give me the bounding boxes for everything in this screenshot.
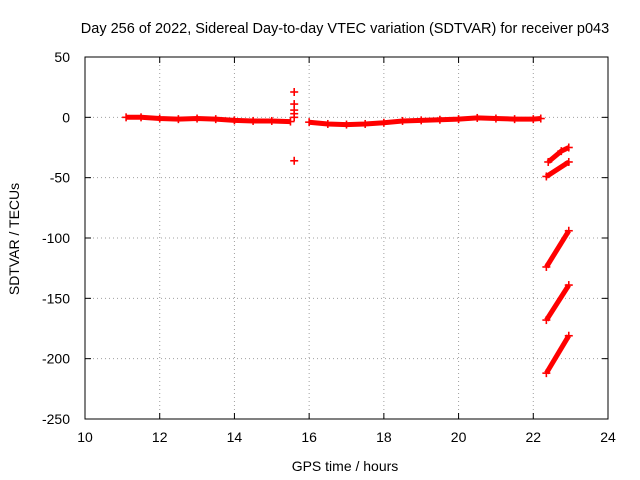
y-axis-label: SDTVAR / TECUs [6, 183, 22, 295]
data-point-main-trace-a-6 [230, 116, 239, 125]
data-point-late-track-5-0 [542, 369, 551, 378]
data-point-main-trace-a-9 [286, 117, 295, 126]
x-tick-label-24: 24 [600, 429, 616, 445]
data-point-main-trace-b-2 [342, 120, 351, 129]
series-band-late-track-3 [544, 229, 571, 269]
data-point-main-trace-b-6 [417, 116, 426, 125]
series-late-track-3 [542, 226, 573, 271]
x-axis-label: GPS time / hours [292, 458, 399, 474]
data-point-spike-near-15.6-4 [290, 113, 299, 122]
data-point-spike-near-15.6-0 [290, 87, 299, 96]
data-point-main-trace-b-5 [398, 116, 407, 125]
data-point-main-trace-a-3 [174, 115, 183, 124]
axis-ticks: 10 12 14 16 18 20 22 24 50 0 -50 -100 -150 -200 -250 [42, 49, 616, 445]
data-point-main-trace-b-11 [510, 115, 519, 124]
data-point-main-trace-a-5 [211, 115, 220, 124]
data-point-late-track-1-0 [544, 157, 553, 166]
x-tick-label-14: 14 [227, 429, 243, 445]
series-band-late-track-2 [545, 159, 571, 179]
series-band-main-trace-a [126, 114, 291, 125]
data-point-late-track-1-2 [564, 143, 573, 152]
data-point-main-trace-a-2 [155, 114, 164, 123]
x-tick-label-12: 12 [152, 429, 168, 445]
data-point-late-track-4-1 [564, 281, 573, 290]
data-point-late-track-4-0 [542, 316, 551, 325]
chart-title: Day 256 of 2022, Sidereal Day-to-day VTE… [81, 21, 609, 37]
data-point-main-trace-a-0 [122, 113, 131, 122]
series-band-late-track-4 [544, 283, 571, 322]
data-point-late-track-3-0 [542, 262, 551, 271]
data-point-main-trace-b-7 [435, 115, 444, 124]
data-point-main-trace-b-3 [361, 119, 370, 128]
x-tick-label-16: 16 [301, 429, 317, 445]
data-point-main-trace-a-1 [137, 113, 146, 122]
data-point-main-trace-b-13 [536, 114, 545, 123]
data-point-late-track-5-1 [564, 331, 573, 340]
data-series [122, 87, 573, 378]
data-point-main-trace-b-12 [529, 115, 538, 124]
series-late-track-2 [542, 157, 573, 181]
y-tick-label-50: 50 [54, 49, 70, 65]
data-point-spike-near-15.6-5 [290, 156, 299, 165]
x-tick-label-20: 20 [451, 429, 467, 445]
data-point-late-track-2-0 [542, 172, 551, 181]
data-point-late-track-1-1 [557, 147, 566, 156]
series-spike-near-15.6 [290, 87, 299, 165]
series-main-trace-a [122, 113, 295, 126]
y-tick-label-0: 0 [62, 109, 70, 125]
x-tick-label-22: 22 [525, 429, 541, 445]
data-point-main-trace-b-10 [491, 114, 500, 123]
data-point-late-track-2-1 [564, 157, 573, 166]
data-point-late-track-3-1 [564, 226, 573, 235]
series-band-late-track-5 [544, 334, 571, 375]
data-point-main-trace-b-8 [454, 115, 463, 124]
data-point-main-trace-b-1 [323, 119, 332, 128]
y-tick-label--50: -50 [50, 170, 70, 186]
y-tick-label--250: -250 [42, 411, 70, 427]
y-tick-label--100: -100 [42, 230, 70, 246]
series-late-track-1 [544, 143, 573, 166]
data-point-main-trace-a-7 [249, 116, 258, 125]
data-point-main-trace-b-9 [473, 113, 482, 122]
series-late-track-4 [542, 281, 573, 325]
data-point-main-trace-b-4 [379, 118, 388, 127]
y-tick-label--150: -150 [42, 290, 70, 306]
x-tick-label-18: 18 [376, 429, 392, 445]
series-late-track-5 [542, 331, 573, 378]
data-point-main-trace-a-4 [193, 114, 202, 123]
series-main-trace-b [305, 113, 545, 129]
x-tick-label-10: 10 [77, 429, 93, 445]
y-tick-label--200: -200 [42, 351, 70, 367]
data-point-main-trace-a-8 [267, 116, 276, 125]
data-point-main-trace-b-0 [305, 118, 314, 127]
